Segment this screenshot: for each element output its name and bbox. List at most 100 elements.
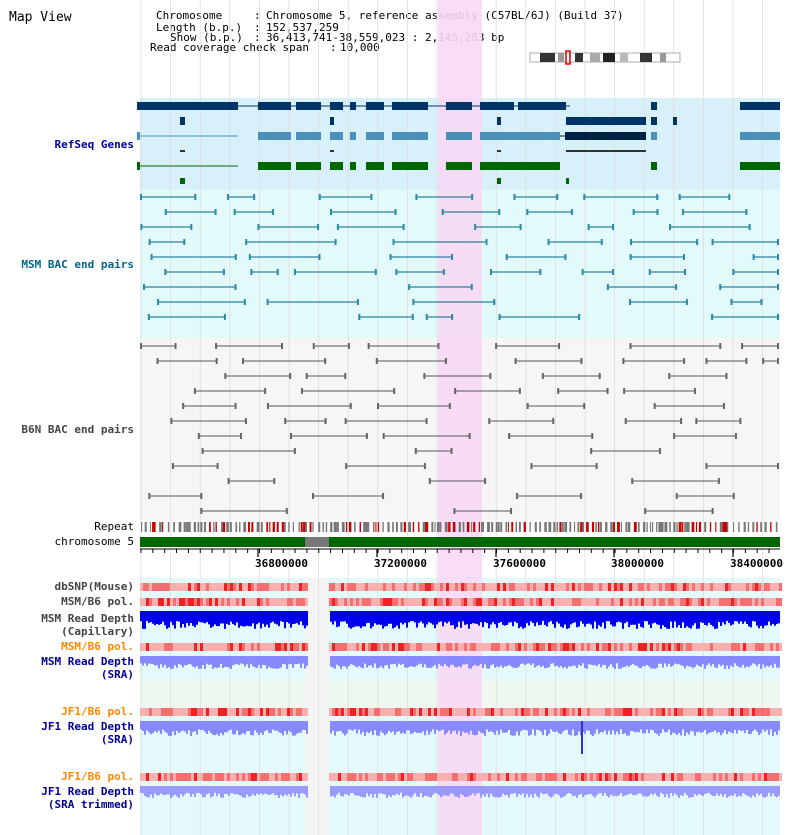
msm-capillary-depth-bar <box>532 611 534 624</box>
msm-sra-depth-bar <box>748 656 750 668</box>
msm-sra-depth-bar <box>750 656 752 666</box>
msm-sra-depth-bar <box>652 656 654 669</box>
bac-end-left <box>312 343 315 349</box>
msm-sra-depth-bar <box>590 656 592 665</box>
msm-b6-pol-cell <box>482 643 485 651</box>
msm-b6-pol-cell <box>563 643 566 651</box>
jf1-trimmed-depth-bar <box>346 786 348 795</box>
msm-b6-pol-cell <box>722 643 725 651</box>
jf1-trimmed-depth-bar <box>488 786 490 798</box>
jf1-b6-pol-cell <box>629 708 632 716</box>
msm-capillary-depth-bar <box>244 611 246 627</box>
jf1-trimmed-depth-bar <box>212 786 214 797</box>
chromosome-bar[interactable] <box>140 537 780 547</box>
msm-b6-pol-cell <box>389 598 392 606</box>
b6n-bac-track[interactable] <box>140 343 779 514</box>
jf1-b6-pol-cell <box>467 773 470 781</box>
jf1-trimmed-depth-bar <box>360 786 362 797</box>
dbsnp-cell <box>638 583 641 591</box>
msm-sra-depth-bar <box>578 656 580 665</box>
dbsnp-cell <box>716 583 719 591</box>
msm-b6-pol-cell <box>521 598 524 606</box>
bac-end-left <box>305 373 308 379</box>
msm-capillary-depth-bar <box>724 611 726 625</box>
refseq-genes-track[interactable] <box>137 102 780 184</box>
msm-b6-pol-cell <box>467 598 470 606</box>
jf1-sra-depth-bar <box>684 721 686 736</box>
msm-b6-pol-cell <box>533 598 536 606</box>
jf1-b6-pol-cell <box>161 708 164 716</box>
jf1-b6-pol-cell <box>464 773 467 781</box>
jf1-trimmed-depth-bar <box>150 786 152 795</box>
dbsnp-cell <box>704 583 707 591</box>
jf1-trimmed-depth-bar <box>364 786 366 798</box>
jf1-b6-pol-cell <box>299 708 302 716</box>
msm-b6-pol-cell <box>644 643 647 651</box>
msm-b6-pol-cell <box>671 598 674 606</box>
repeat-track[interactable] <box>141 522 778 532</box>
jf1-b6-pol-cell <box>401 773 404 781</box>
dbsnp-cell <box>446 583 449 591</box>
bac-end-left <box>711 314 714 320</box>
msm-capillary-depth-bar <box>510 611 512 623</box>
jf1-sra-depth-bar <box>776 721 778 735</box>
jf1-sra-depth-bar <box>374 721 376 731</box>
dbsnp-cell <box>251 583 254 591</box>
msm-b6-pol-cell <box>518 598 521 606</box>
jf1-sra-depth-bar <box>364 721 366 736</box>
msm-sra-depth-bar <box>170 656 172 669</box>
jf1-trimmed-depth-bar <box>522 786 524 794</box>
msm-bac-track[interactable] <box>140 194 779 320</box>
jf1-trimmed-depth-bar <box>574 786 576 796</box>
jf1-b6-pol-cell <box>722 708 725 716</box>
jf1-trimmed-depth-bar <box>302 786 304 794</box>
jf1-sra-depth-bar <box>680 721 682 736</box>
jf1-b6-pol-cell <box>278 773 281 781</box>
msm-b6-pol-cell <box>467 643 470 651</box>
gene-exon <box>180 150 185 152</box>
jf1-b6-pol-cell <box>179 773 182 781</box>
jf1-trimmed-depth-bar <box>768 786 770 793</box>
bac-end-right <box>684 269 687 275</box>
jf1-b6-pol-cell <box>437 773 440 781</box>
jf1-sra-depth-bar <box>526 721 528 731</box>
msm-b6-pol-cell <box>728 598 731 606</box>
variation-tracks[interactable] <box>140 583 782 798</box>
chromosome-ideogram[interactable] <box>529 50 681 65</box>
jf1-trimmed-depth-bar <box>432 786 434 795</box>
msm-b6-pol-cell <box>425 598 428 606</box>
jf1-trimmed-depth-bar <box>450 786 452 794</box>
jf1-sra-depth-bar <box>168 721 170 736</box>
jf1-sra-depth-bar <box>500 721 502 730</box>
repeat-element <box>544 522 547 532</box>
msm-b6-pol-cell <box>398 598 401 606</box>
jf1-b6-pol-cell <box>722 773 725 781</box>
jf1-trimmed-depth-bar <box>186 786 188 793</box>
bac-end-left <box>358 314 361 320</box>
dbsnp-cell <box>383 583 386 591</box>
repeat-element <box>382 522 384 532</box>
jf1-sra-depth-bar <box>578 721 580 732</box>
jf1-trimmed-depth-bar <box>340 786 342 796</box>
msm-sra-depth-bar <box>400 656 402 665</box>
repeat-element <box>377 522 380 532</box>
msm-sra-depth-bar <box>614 656 616 669</box>
dbsnp-cell <box>374 583 377 591</box>
dbsnp-cell <box>689 583 692 591</box>
msm-capillary-depth-bar <box>368 611 370 623</box>
jf1-sra-depth-bar <box>550 721 552 730</box>
jf1-b6-pol-cell <box>521 708 524 716</box>
bac-end-left <box>284 418 287 424</box>
msm-sra-depth-bar <box>298 656 300 664</box>
msm-sra-depth-bar <box>706 656 708 666</box>
bac-end-right <box>732 493 735 499</box>
bac-end-left <box>705 358 708 364</box>
bac-end-right <box>437 343 440 349</box>
gene-exon <box>446 102 472 110</box>
msm-sra-depth-bar <box>186 656 188 666</box>
jf1-sra-depth-bar <box>772 721 774 736</box>
jf1-b6-pol-cell <box>272 773 275 781</box>
msm-b6-pol-cell <box>284 643 287 651</box>
bac-end-right <box>216 463 219 469</box>
